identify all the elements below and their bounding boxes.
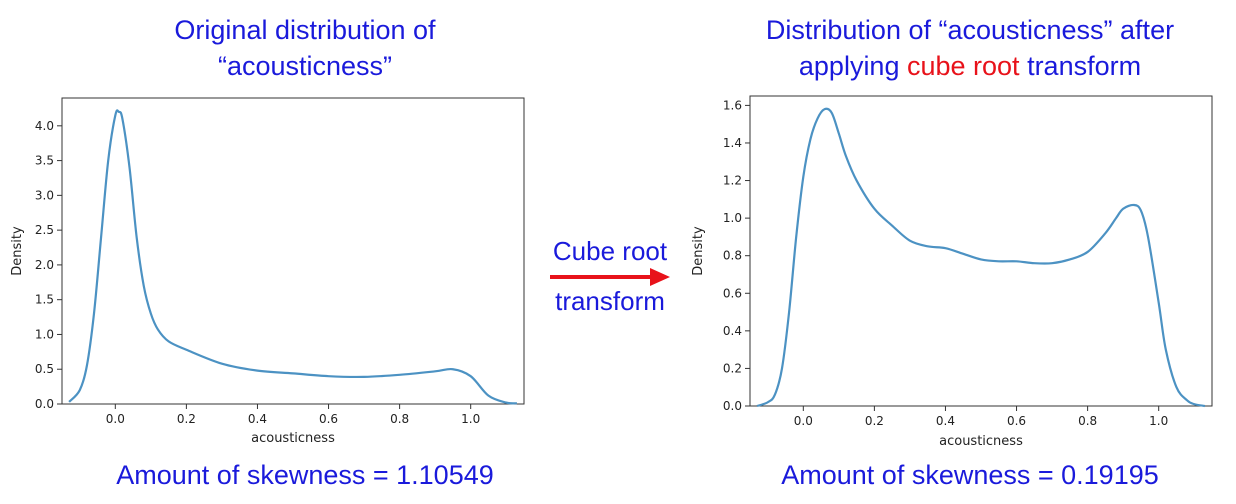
right-title-pre: applying: [798, 51, 907, 81]
right-x-ticks: 0.0 0.2 0.4 0.6 0.8 1.0: [794, 406, 1168, 428]
right-title-line1: Distribution of “acousticness” after: [765, 15, 1175, 45]
right-y-tick-label: 0.4: [723, 324, 742, 338]
right-x-tick-label: 0.4: [936, 414, 955, 428]
right-x-tick-label: 0.6: [1007, 414, 1026, 428]
left-plot-frame: [61, 97, 525, 405]
right-arrow-icon: [550, 268, 670, 286]
left-title-line2: “acousticness”: [217, 51, 393, 81]
right-y-ticks: 0.0 0.2 0.4 0.6 0.8 1.0 1.2 1.4 1.6: [723, 98, 750, 413]
left-y-ticks: 0.0 0.5 1.0 1.5 2.0 2.5 3.0 3.5 4.0: [35, 119, 62, 411]
right-y-tick-label: 0.8: [723, 249, 742, 263]
left-y-tick-label: 2.0: [35, 258, 54, 272]
left-x-tick-label: 0.4: [248, 412, 267, 426]
left-chart-title: Original distribution of “acousticness”: [80, 12, 530, 84]
right-title-post: transform: [1019, 51, 1142, 81]
right-y-tick-label: 1.0: [723, 211, 742, 225]
right-y-tick-label: 1.2: [723, 174, 742, 188]
left-y-tick-label: 4.0: [35, 119, 54, 133]
left-x-tick-label: 1.0: [461, 412, 480, 426]
left-y-tick-label: 1.0: [35, 327, 54, 341]
right-y-tick-label: 0.6: [723, 286, 742, 300]
right-x-tick-label: 0.0: [794, 414, 813, 428]
left-x-tick-label: 0.2: [177, 412, 196, 426]
left-x-axis-label: acousticness: [251, 431, 335, 446]
right-skewness-text: Amount of skewness = 0.19195: [781, 460, 1159, 490]
right-y-tick-label: 1.6: [723, 98, 742, 112]
left-x-tick-label: 0.8: [390, 412, 409, 426]
left-y-tick-label: 0.5: [35, 362, 54, 376]
right-x-axis-label: acousticness: [939, 434, 1023, 449]
left-skewness-text: Amount of skewness = 1.10549: [116, 460, 494, 490]
right-chart-title: Distribution of “acousticness” after app…: [700, 12, 1236, 84]
right-x-tick-label: 0.2: [865, 414, 884, 428]
left-title-line1: Original distribution of: [174, 15, 436, 45]
right-y-axis-label: Density: [691, 226, 706, 276]
left-y-tick-label: 1.5: [35, 293, 54, 307]
arrow-label-top: Cube root: [552, 236, 668, 266]
right-x-tick-label: 0.8: [1078, 414, 1097, 428]
right-plot-frame: [749, 95, 1213, 407]
right-x-tick-label: 1.0: [1149, 414, 1168, 428]
right-density-chart: 0.0 0.2 0.4 0.6 0.8 1.0 1.2 1.4 1.6 0.0 0.2 0.4 0.6…: [691, 95, 1213, 449]
right-title-highlight: cube root: [906, 51, 1020, 81]
right-y-tick-label: 0.2: [723, 361, 742, 375]
left-x-ticks: 0.0 0.2 0.4 0.6 0.8 1.0: [106, 404, 480, 426]
left-density-curve: [68, 109, 517, 405]
right-y-tick-label: 1.4: [723, 136, 742, 150]
left-y-axis-label: Density: [10, 226, 25, 276]
left-y-tick-label: 2.5: [35, 223, 54, 237]
arrow-label-bottom: transform: [555, 286, 665, 316]
right-density-curve: [756, 107, 1206, 408]
right-y-tick-label: 0.0: [723, 399, 742, 413]
left-y-tick-label: 0.0: [35, 397, 54, 411]
left-y-tick-label: 3.0: [35, 188, 54, 202]
left-y-tick-label: 3.5: [35, 154, 54, 168]
left-density-chart: 0.0 0.5 1.0 1.5 2.0 2.5 3.0 3.5 4.0 0.0 0.2 0.4 0.6…: [10, 97, 525, 446]
left-x-tick-label: 0.6: [319, 412, 338, 426]
right-title-line2: applying cube root transform: [700, 48, 1236, 84]
left-x-tick-label: 0.0: [106, 412, 125, 426]
